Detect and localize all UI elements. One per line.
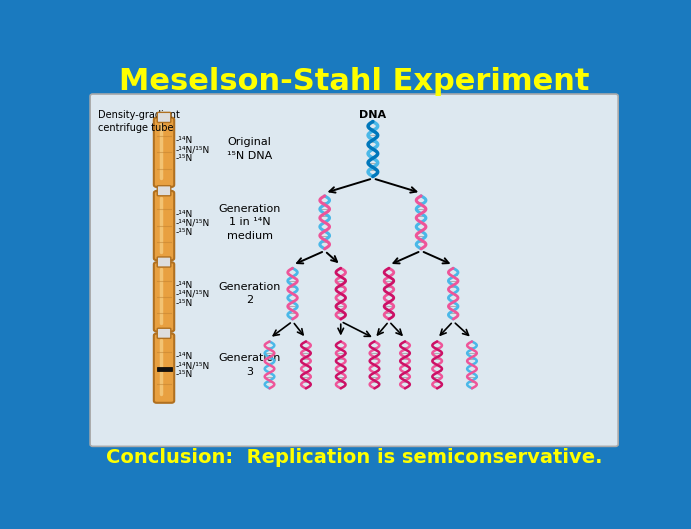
FancyBboxPatch shape xyxy=(154,117,174,187)
Text: -¹⁵N: -¹⁵N xyxy=(176,154,193,163)
FancyBboxPatch shape xyxy=(158,186,171,196)
FancyBboxPatch shape xyxy=(158,112,171,122)
Text: -¹⁴N/¹⁵N: -¹⁴N/¹⁵N xyxy=(176,145,210,154)
Text: Density-gradient
centrifuge tube: Density-gradient centrifuge tube xyxy=(98,111,180,133)
Text: DNA: DNA xyxy=(359,111,386,120)
Text: Generation
2: Generation 2 xyxy=(218,282,281,305)
Text: Conclusion:  Replication is semiconservative.: Conclusion: Replication is semiconservat… xyxy=(106,448,603,467)
Text: -¹⁴N/¹⁵N: -¹⁴N/¹⁵N xyxy=(176,361,210,370)
Text: -¹⁵N: -¹⁵N xyxy=(176,299,193,308)
Text: Meselson-Stahl Experiment: Meselson-Stahl Experiment xyxy=(119,67,589,96)
FancyBboxPatch shape xyxy=(154,191,174,260)
Text: -¹⁴N: -¹⁴N xyxy=(176,352,193,361)
Text: Original
¹⁵N DNA: Original ¹⁵N DNA xyxy=(227,138,272,161)
FancyBboxPatch shape xyxy=(154,262,174,332)
Text: -¹⁴N/¹⁵N: -¹⁴N/¹⁵N xyxy=(176,290,210,299)
Text: Generation
1 in ¹⁴N
medium: Generation 1 in ¹⁴N medium xyxy=(218,204,281,241)
Text: -¹⁴N: -¹⁴N xyxy=(176,136,193,145)
Text: -¹⁵N: -¹⁵N xyxy=(176,370,193,379)
FancyBboxPatch shape xyxy=(158,257,171,267)
Text: -¹⁵N: -¹⁵N xyxy=(176,227,193,236)
FancyBboxPatch shape xyxy=(154,333,174,403)
Text: -¹⁴N/¹⁵N: -¹⁴N/¹⁵N xyxy=(176,218,210,227)
Text: -¹⁴N: -¹⁴N xyxy=(176,281,193,290)
Text: -¹⁴N: -¹⁴N xyxy=(176,209,193,218)
Text: Generation
3: Generation 3 xyxy=(218,353,281,377)
FancyBboxPatch shape xyxy=(158,328,171,339)
FancyBboxPatch shape xyxy=(90,94,618,446)
FancyBboxPatch shape xyxy=(157,368,171,371)
